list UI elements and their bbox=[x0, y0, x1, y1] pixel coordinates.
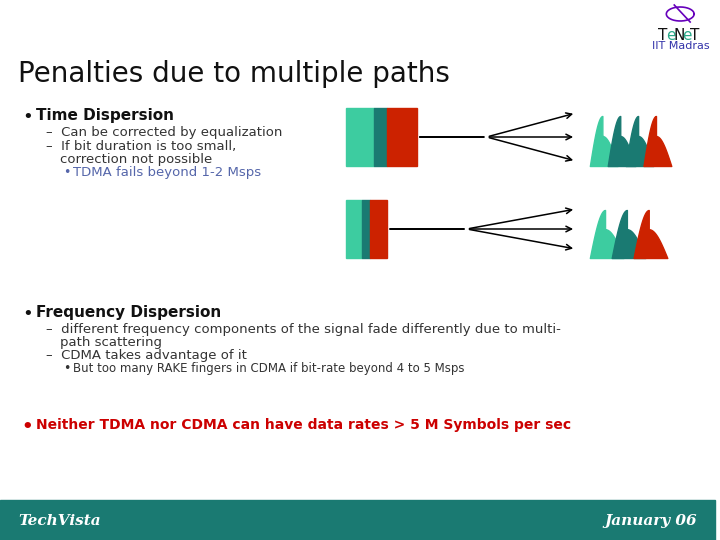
Text: e: e bbox=[666, 28, 676, 43]
Text: Penalties due to multiple paths: Penalties due to multiple paths bbox=[18, 60, 450, 88]
Bar bbox=[387, 108, 417, 166]
Text: Time Dispersion: Time Dispersion bbox=[36, 108, 174, 123]
Bar bbox=[0, 500, 715, 540]
Text: TechVista: TechVista bbox=[18, 514, 101, 528]
Bar bbox=[374, 108, 387, 166]
Text: January 06: January 06 bbox=[605, 514, 697, 528]
Text: T: T bbox=[690, 28, 700, 43]
Bar bbox=[346, 108, 374, 166]
Text: Neither TDMA nor CDMA can have data rates > 5 M Symbols per sec: Neither TDMA nor CDMA can have data rate… bbox=[36, 418, 571, 432]
Text: •: • bbox=[22, 108, 32, 126]
Bar bbox=[362, 200, 370, 258]
Text: path scattering: path scattering bbox=[60, 336, 161, 349]
Text: –  CDMA takes advantage of it: – CDMA takes advantage of it bbox=[45, 349, 246, 362]
Bar bbox=[370, 200, 387, 258]
Text: –  Can be corrected by equalization: – Can be corrected by equalization bbox=[45, 126, 282, 139]
Text: –  If bit duration is too small,: – If bit duration is too small, bbox=[45, 140, 236, 153]
Text: Frequency Dispersion: Frequency Dispersion bbox=[36, 305, 221, 320]
Bar bbox=[346, 200, 362, 258]
Text: N: N bbox=[673, 28, 685, 43]
Text: –  different frequency components of the signal fade differently due to multi-: – different frequency components of the … bbox=[45, 323, 561, 336]
Text: •: • bbox=[22, 418, 33, 436]
Text: IIT Madras: IIT Madras bbox=[652, 41, 710, 51]
Text: T: T bbox=[658, 28, 667, 43]
Text: correction not possible: correction not possible bbox=[60, 153, 212, 166]
Text: But too many RAKE fingers in CDMA if bit-rate beyond 4 to 5 Msps: But too many RAKE fingers in CDMA if bit… bbox=[73, 362, 465, 375]
Text: •: • bbox=[63, 362, 71, 375]
Text: •: • bbox=[63, 166, 71, 179]
Text: e: e bbox=[683, 28, 692, 43]
Text: TDMA fails beyond 1-2 Msps: TDMA fails beyond 1-2 Msps bbox=[73, 166, 261, 179]
Text: •: • bbox=[22, 305, 32, 323]
